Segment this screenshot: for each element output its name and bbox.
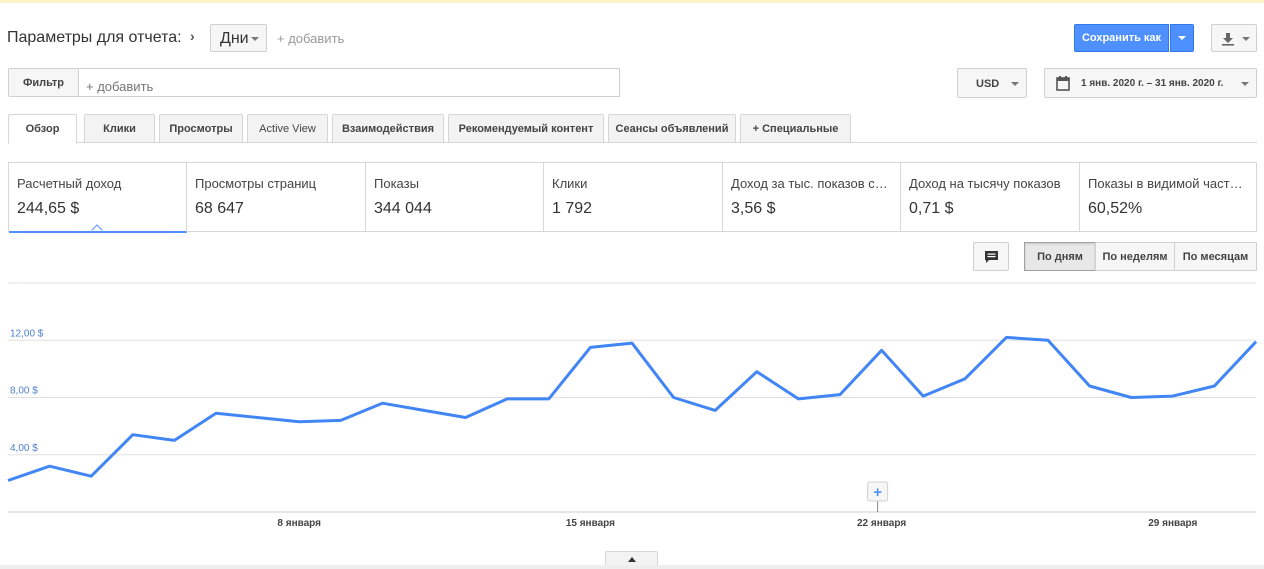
revenue-line-chart: 4,00 $ 8,00 $ 12,00 $ 16,00 $ 8 января 15 янв… bbox=[7, 280, 1258, 529]
caret-down-icon bbox=[1241, 82, 1249, 86]
x-tick-label: 22 января bbox=[857, 518, 906, 529]
x-tick-label: 15 января bbox=[566, 518, 615, 529]
active-pointer-icon bbox=[91, 224, 103, 231]
metric-value: 0,71 $ bbox=[909, 200, 954, 217]
chevron-right-icon: › bbox=[190, 28, 195, 44]
comment-icon bbox=[985, 251, 998, 263]
caret-down-icon bbox=[1178, 36, 1186, 40]
tab-views[interactable]: Просмотры bbox=[159, 114, 243, 143]
report-params-label: Параметры для отчета: bbox=[7, 29, 182, 46]
currency-select[interactable]: USD bbox=[957, 68, 1027, 98]
metric-value: 1 792 bbox=[552, 200, 593, 217]
metric-card-page-views[interactable]: Просмотры страниц 68 647 bbox=[187, 163, 366, 231]
period-weekly-button[interactable]: По неделям bbox=[1095, 242, 1175, 271]
metric-label: Доход за тыс. показов с… bbox=[731, 176, 888, 191]
tab-recommended-content[interactable]: Рекомендуемый контент bbox=[448, 114, 604, 143]
metric-card-page-rpm[interactable]: Доход за тыс. показов с… 3,56 $ bbox=[723, 163, 901, 231]
metric-label: Просмотры страниц bbox=[195, 176, 317, 191]
annotation-button[interactable] bbox=[973, 242, 1009, 271]
add-dimension-link[interactable]: + добавить bbox=[277, 31, 345, 46]
add-annotation-marker[interactable] bbox=[867, 481, 889, 502]
caret-up-icon bbox=[628, 557, 636, 562]
tab-clicks[interactable]: Клики bbox=[84, 114, 155, 143]
tab-interactions[interactable]: Взаимодействия bbox=[332, 114, 444, 143]
y-tick-label: 12,00 $ bbox=[10, 328, 44, 339]
date-range-picker[interactable]: 1 янв. 2020 г. – 31 янв. 2020 г. bbox=[1044, 68, 1257, 98]
metric-label: Показы в видимой част… bbox=[1088, 176, 1243, 191]
caret-down-icon bbox=[1011, 82, 1019, 86]
period-monthly-button[interactable]: По месяцам bbox=[1174, 242, 1257, 271]
calendar-icon bbox=[1056, 76, 1070, 91]
metrics-scorecards: Расчетный доход 244,65 $ Просмотры стран… bbox=[8, 162, 1257, 233]
metric-value: 344 044 bbox=[374, 200, 432, 217]
filter-button[interactable]: Фильтр bbox=[8, 68, 79, 97]
y-tick-label: 16,00 $ bbox=[10, 280, 44, 282]
y-tick-label: 8,00 $ bbox=[10, 386, 38, 397]
tab-overview[interactable]: Обзор bbox=[8, 114, 77, 144]
metric-card-viewability[interactable]: Показы в видимой част… 60,52% bbox=[1080, 163, 1256, 231]
caret-down-icon bbox=[251, 37, 259, 41]
dimension-value: Дни bbox=[220, 30, 249, 47]
top-notice-strip bbox=[0, 0, 1264, 3]
metric-value: 68 647 bbox=[195, 200, 244, 217]
y-tick-label: 4,00 $ bbox=[10, 443, 38, 454]
metric-label: Доход на тысячу показов bbox=[909, 176, 1061, 191]
metric-card-estimated-revenue[interactable]: Расчетный доход 244,65 $ bbox=[9, 163, 187, 233]
filter-input[interactable] bbox=[78, 68, 620, 97]
report-tabs: Обзор Клики Просмотры Active View Взаимо… bbox=[8, 114, 1257, 144]
download-button[interactable] bbox=[1211, 24, 1257, 52]
date-range-value: 1 янв. 2020 г. – 31 янв. 2020 г. bbox=[1081, 78, 1224, 89]
tab-active-view[interactable]: Active View bbox=[247, 114, 328, 143]
save-as-button[interactable]: Сохранить как bbox=[1074, 24, 1169, 52]
metric-value: 60,52% bbox=[1088, 200, 1143, 217]
metric-label: Расчетный доход bbox=[17, 176, 122, 191]
metric-value: 244,65 $ bbox=[17, 200, 80, 217]
tab-custom[interactable]: + Специальные bbox=[740, 114, 851, 143]
x-tick-label: 8 января bbox=[277, 518, 321, 529]
metric-value: 3,56 $ bbox=[731, 200, 776, 217]
dimension-select[interactable]: Дни bbox=[210, 24, 267, 52]
tab-ad-sessions[interactable]: Сеансы объявлений bbox=[608, 114, 736, 143]
x-tick-label: 29 января bbox=[1148, 518, 1197, 529]
bottom-panel-edge bbox=[0, 565, 1264, 569]
metric-card-impression-rpm[interactable]: Доход на тысячу показов 0,71 $ bbox=[901, 163, 1080, 231]
collapse-panel-toggle[interactable] bbox=[605, 551, 658, 567]
plus-icon: + bbox=[873, 484, 882, 501]
metric-label: Клики bbox=[552, 176, 588, 191]
period-daily-button[interactable]: По дням bbox=[1024, 242, 1096, 271]
series-line bbox=[7, 335, 1258, 482]
caret-down-icon bbox=[1242, 37, 1250, 41]
save-options-dropdown[interactable] bbox=[1170, 24, 1194, 52]
metric-label: Показы bbox=[374, 176, 419, 191]
currency-value: USD bbox=[976, 78, 1000, 90]
metric-card-clicks[interactable]: Клики 1 792 bbox=[544, 163, 723, 231]
download-icon bbox=[1222, 33, 1234, 46]
metric-card-impressions[interactable]: Показы 344 044 bbox=[366, 163, 544, 231]
